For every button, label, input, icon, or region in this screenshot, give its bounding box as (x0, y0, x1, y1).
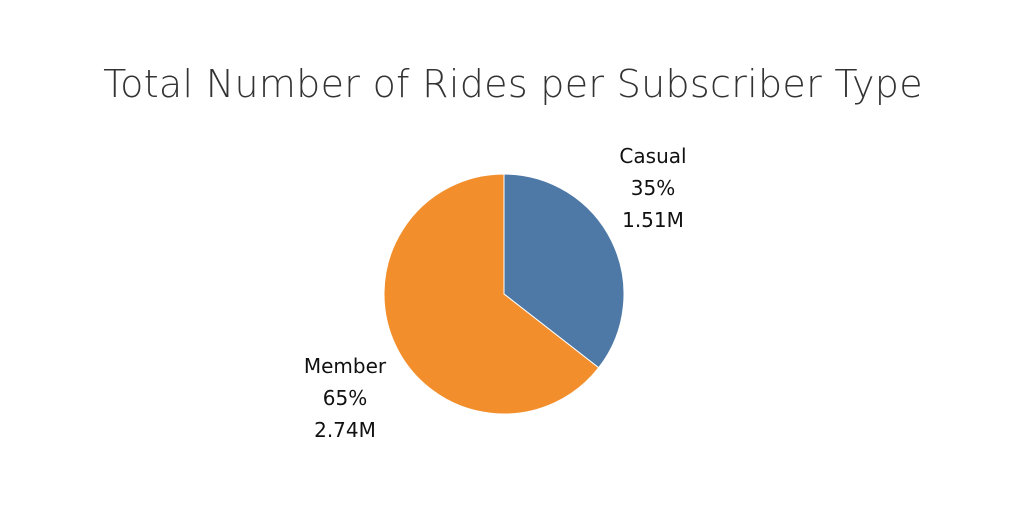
slice-label-casual: Casual 35% 1.51M (600, 140, 706, 236)
slice-label-casual-name: Casual (619, 144, 687, 168)
slice-label-member-value: 2.74M (314, 418, 376, 442)
slice-label-casual-percent: 35% (630, 176, 676, 200)
slice-label-member-percent: 65% (322, 386, 368, 410)
slice-label-member: Member 65% 2.74M (290, 350, 400, 446)
pie-slice-casual (503, 173, 625, 369)
chart-title: Total Number of Rides per Subscriber Typ… (103, 62, 923, 106)
pie-slices (383, 173, 625, 415)
slice-label-member-name: Member (303, 354, 387, 378)
slice-label-casual-value: 1.51M (622, 208, 684, 232)
pie-slice-member (383, 173, 600, 415)
